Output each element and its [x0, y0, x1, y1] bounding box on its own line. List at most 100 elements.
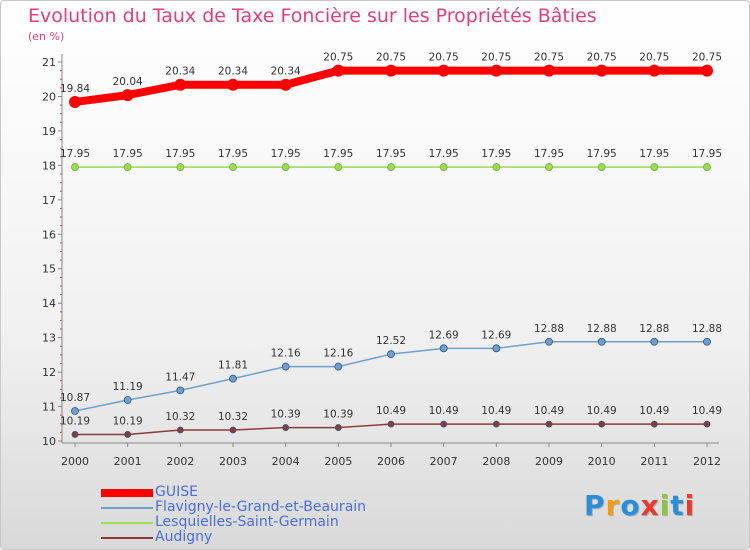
- y-tick-label: 15: [42, 263, 56, 276]
- data-point-lesquielles: [71, 163, 79, 171]
- data-point-audigny: [71, 431, 79, 438]
- data-point-lesquielles: [545, 163, 553, 171]
- data-point-guise: [437, 64, 450, 77]
- legend-item-audigny: Audigny: [101, 529, 431, 545]
- x-tick-label: 2008: [482, 455, 510, 468]
- data-point-flavigny: [597, 337, 606, 346]
- data-point-flavigny: [650, 337, 659, 346]
- legend-swatch-lesquielles: [101, 522, 153, 524]
- data-label-audigny: 10.32: [165, 411, 195, 423]
- data-point-guise: [701, 64, 713, 77]
- data-point-lesquielles: [123, 163, 132, 171]
- data-point-audigny: [229, 426, 237, 434]
- data-point-audigny: [492, 420, 500, 428]
- data-label-audigny: 10.49: [376, 405, 406, 417]
- data-label-lesquielles: 17.95: [692, 148, 722, 160]
- y-tick-label: 17: [42, 194, 56, 207]
- data-label-guise: 20.75: [323, 52, 353, 64]
- data-point-audigny: [334, 424, 342, 431]
- data-point-guise: [332, 64, 345, 77]
- data-point-flavigny: [439, 344, 448, 353]
- data-point-guise: [227, 78, 239, 91]
- data-point-lesquielles: [334, 163, 343, 171]
- proxiti-logo: Proxiti: [584, 489, 695, 522]
- data-label-guise: 20.04: [113, 76, 143, 88]
- data-point-audigny: [440, 420, 448, 428]
- y-tick-label: 14: [42, 297, 56, 310]
- x-tick-label: 2000: [61, 455, 89, 468]
- logo-letter: i: [684, 489, 696, 522]
- data-label-guise: 20.75: [639, 52, 669, 64]
- x-tick-label: 2012: [693, 455, 721, 468]
- data-label-guise: 20.75: [429, 52, 459, 64]
- x-tick-label: 2004: [272, 455, 300, 468]
- legend-label-flavigny: Flavigny-le-Grand-et-Beaurain: [155, 499, 367, 515]
- logo-letter: i: [659, 489, 671, 522]
- y-tick-label: 19: [42, 125, 56, 138]
- x-tick-label: 2002: [166, 455, 194, 468]
- data-point-flavigny: [71, 407, 79, 415]
- data-label-flavigny: 12.88: [534, 323, 564, 335]
- data-label-lesquielles: 17.95: [534, 148, 564, 160]
- data-label-lesquielles: 17.95: [271, 148, 301, 160]
- data-point-lesquielles: [229, 163, 237, 171]
- x-tick-label: 2006: [377, 455, 405, 468]
- data-point-audigny: [650, 420, 658, 428]
- data-point-flavigny: [387, 350, 395, 359]
- data-point-audigny: [545, 420, 553, 428]
- data-label-flavigny: 11.47: [165, 371, 195, 383]
- data-point-flavigny: [176, 386, 185, 395]
- x-tick-label: 2003: [219, 455, 247, 468]
- data-point-flavigny: [123, 396, 132, 404]
- logo-letter: r: [605, 489, 621, 522]
- data-label-lesquielles: 17.95: [481, 148, 511, 160]
- data-label-flavigny: 12.88: [692, 323, 722, 335]
- data-label-guise: 20.75: [376, 52, 406, 64]
- data-label-audigny: 10.49: [692, 405, 722, 417]
- data-point-flavigny: [229, 374, 237, 383]
- data-label-flavigny: 12.69: [481, 329, 511, 341]
- logo-letter: P: [584, 489, 606, 522]
- data-point-flavigny: [703, 337, 711, 346]
- data-label-guise: 20.75: [587, 52, 617, 64]
- data-label-lesquielles: 17.95: [60, 148, 90, 160]
- data-label-lesquielles: 17.95: [587, 148, 617, 160]
- y-tick-label: 12: [42, 366, 56, 379]
- data-labels: 17.95 17.95 17.95 17.95 17.95 17.95 17.95 17.95…: [60, 52, 722, 428]
- y-tick-label: 20: [42, 90, 56, 103]
- data-label-audigny: 10.19: [60, 415, 90, 427]
- data-label-audigny: 10.49: [587, 405, 617, 417]
- y-tick-label: 21: [42, 56, 56, 69]
- data-label-guise: 19.84: [60, 83, 90, 95]
- data-label-guise: 20.34: [271, 66, 301, 78]
- data-point-flavigny: [281, 362, 290, 371]
- data-label-flavigny: 12.88: [587, 323, 617, 335]
- data-point-flavigny: [492, 344, 501, 353]
- data-point-lesquielles: [176, 163, 185, 171]
- legend-swatch-guise: [101, 489, 153, 497]
- data-label-guise: 20.75: [534, 52, 564, 64]
- data-label-flavigny: 11.19: [113, 381, 143, 393]
- data-label-flavigny: 12.16: [323, 348, 353, 360]
- legend-label-lesquielles: Lesquielles-Saint-Germain: [155, 514, 339, 530]
- data-label-flavigny: 12.88: [639, 323, 669, 335]
- data-point-lesquielles: [281, 163, 290, 171]
- data-label-flavigny: 12.16: [271, 348, 301, 360]
- data-label-lesquielles: 17.95: [218, 148, 248, 160]
- x-tick-label: 2011: [640, 455, 668, 468]
- x-tick-label: 2007: [430, 455, 458, 468]
- data-label-audigny: 10.49: [639, 405, 669, 417]
- legend-label-audigny: Audigny: [155, 529, 213, 545]
- data-point-guise: [543, 64, 555, 77]
- data-label-flavigny: 10.87: [60, 392, 90, 404]
- data-label-lesquielles: 17.95: [113, 148, 143, 160]
- data-label-audigny: 10.49: [534, 405, 564, 417]
- data-point-lesquielles: [439, 163, 448, 171]
- x-tick-label: 2009: [535, 455, 563, 468]
- data-label-audigny: 10.39: [271, 409, 301, 421]
- data-point-lesquielles: [492, 163, 501, 171]
- data-point-audigny: [598, 420, 606, 428]
- data-point-guise: [595, 64, 608, 77]
- data-label-flavigny: 12.52: [376, 335, 406, 347]
